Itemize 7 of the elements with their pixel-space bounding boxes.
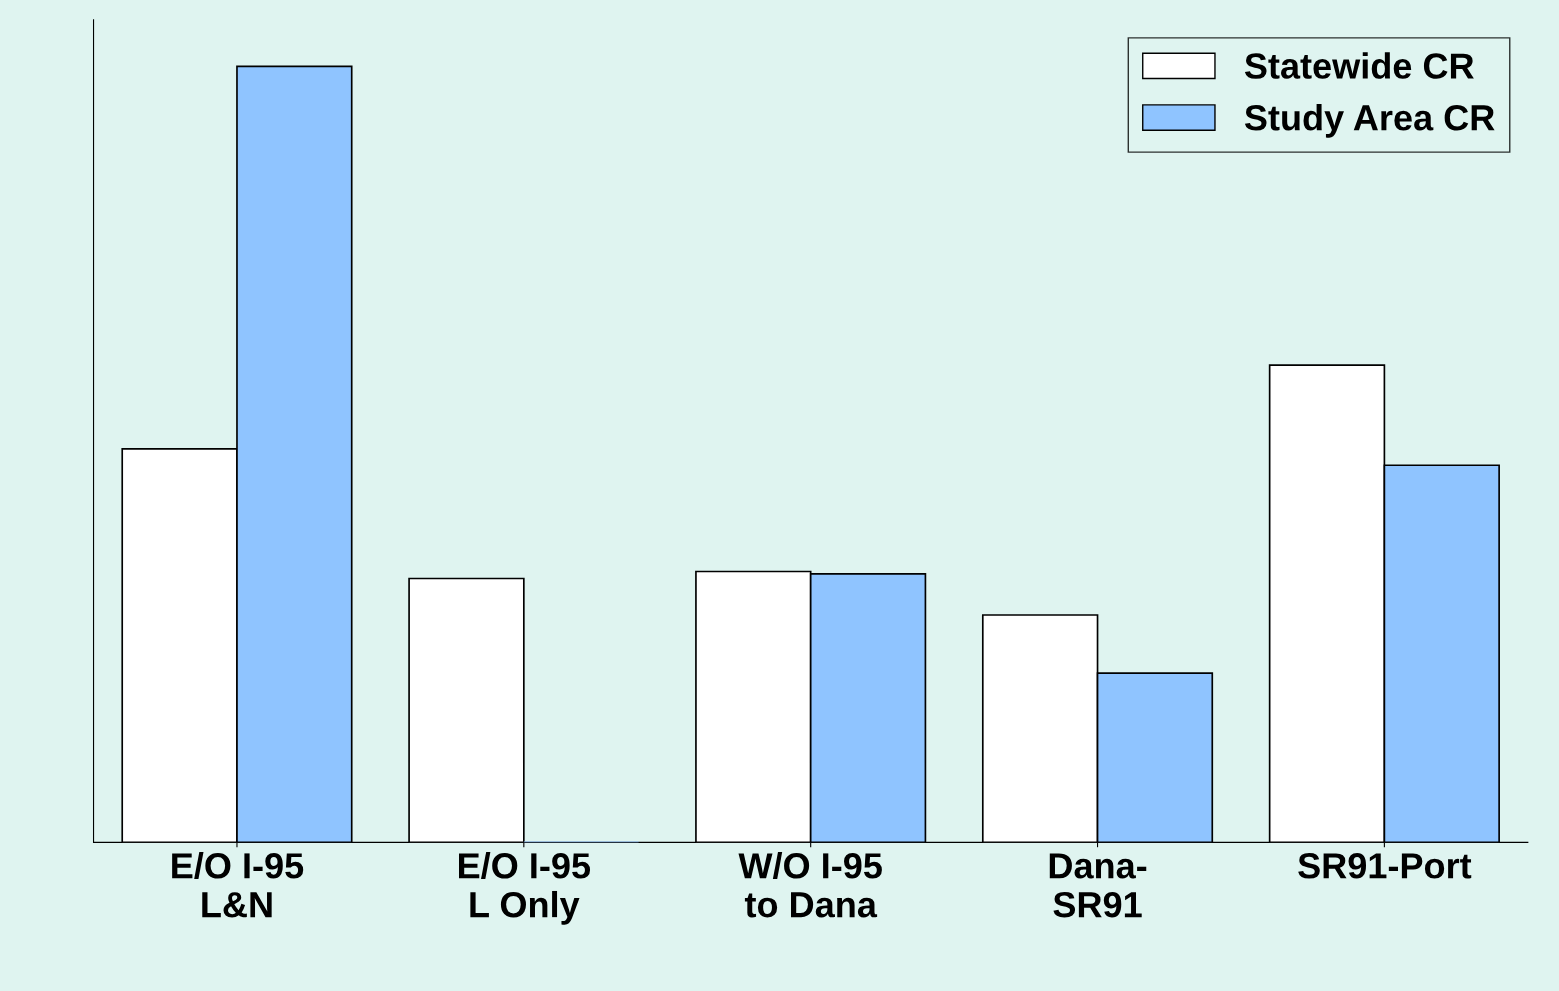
legend-label: Statewide CR [1244,52,1474,79]
x-tick-label: SR91-Port [1298,853,1472,879]
x-tick-label: E/O I-95 L&N [172,852,304,918]
x-tick-label: Dana- SR91 [1049,853,1147,918]
legend-label: Study Area CR [1244,104,1495,138]
x-tick-label: W/O I-95 to Dana [738,852,882,918]
x-tick-label: E/O I-95 L Only [459,852,591,925]
